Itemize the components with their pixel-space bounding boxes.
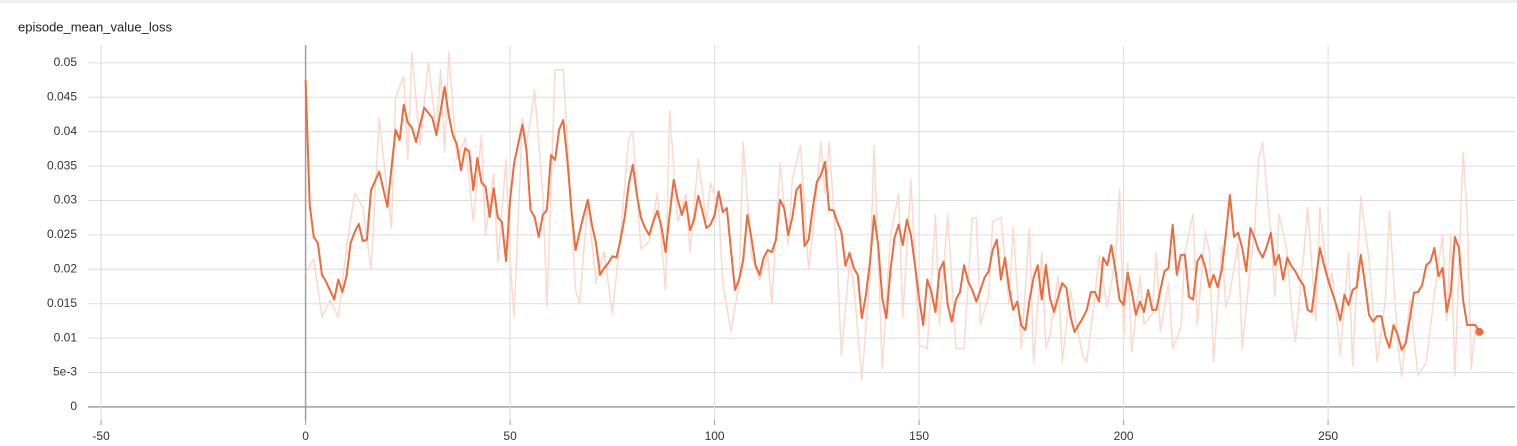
chart-title: episode_mean_value_loss (18, 19, 172, 34)
y-tick-label: 0.045 (47, 89, 77, 103)
y-tick-label: 0.01 (54, 330, 78, 344)
series-line (304, 80, 1481, 351)
y-tick-label: 0.02 (54, 261, 78, 275)
y-tick-label: 0.04 (54, 124, 78, 138)
x-tick-label: 200 (1114, 429, 1134, 443)
y-tick-label: 0.03 (54, 193, 78, 207)
y-tick-label: 5e-3 (53, 365, 77, 379)
y-tick-label: 0 (70, 399, 77, 413)
x-tick-label: 0 (302, 429, 309, 443)
y-tick-label: 0.05 (54, 55, 78, 69)
y-tick-label: 0.035 (47, 158, 77, 172)
x-tick-label: -50 (92, 429, 110, 443)
x-tick-label: 250 (1318, 429, 1338, 443)
grid: 0 5e-3 0.01 0.015 0.02 0.025 0.03 0.035 0.04 0.04… (47, 45, 1515, 443)
plot (304, 51, 1484, 381)
x-tick-label: 100 (705, 429, 725, 443)
top-strip (0, 0, 1517, 3)
series-line (304, 51, 1477, 381)
last-point (1475, 327, 1484, 336)
x-tick-label: 150 (909, 429, 929, 443)
y-tick-label: 0.025 (47, 227, 77, 241)
y-tick-label: 0.015 (47, 296, 77, 310)
x-tick-label: 50 (503, 429, 517, 443)
